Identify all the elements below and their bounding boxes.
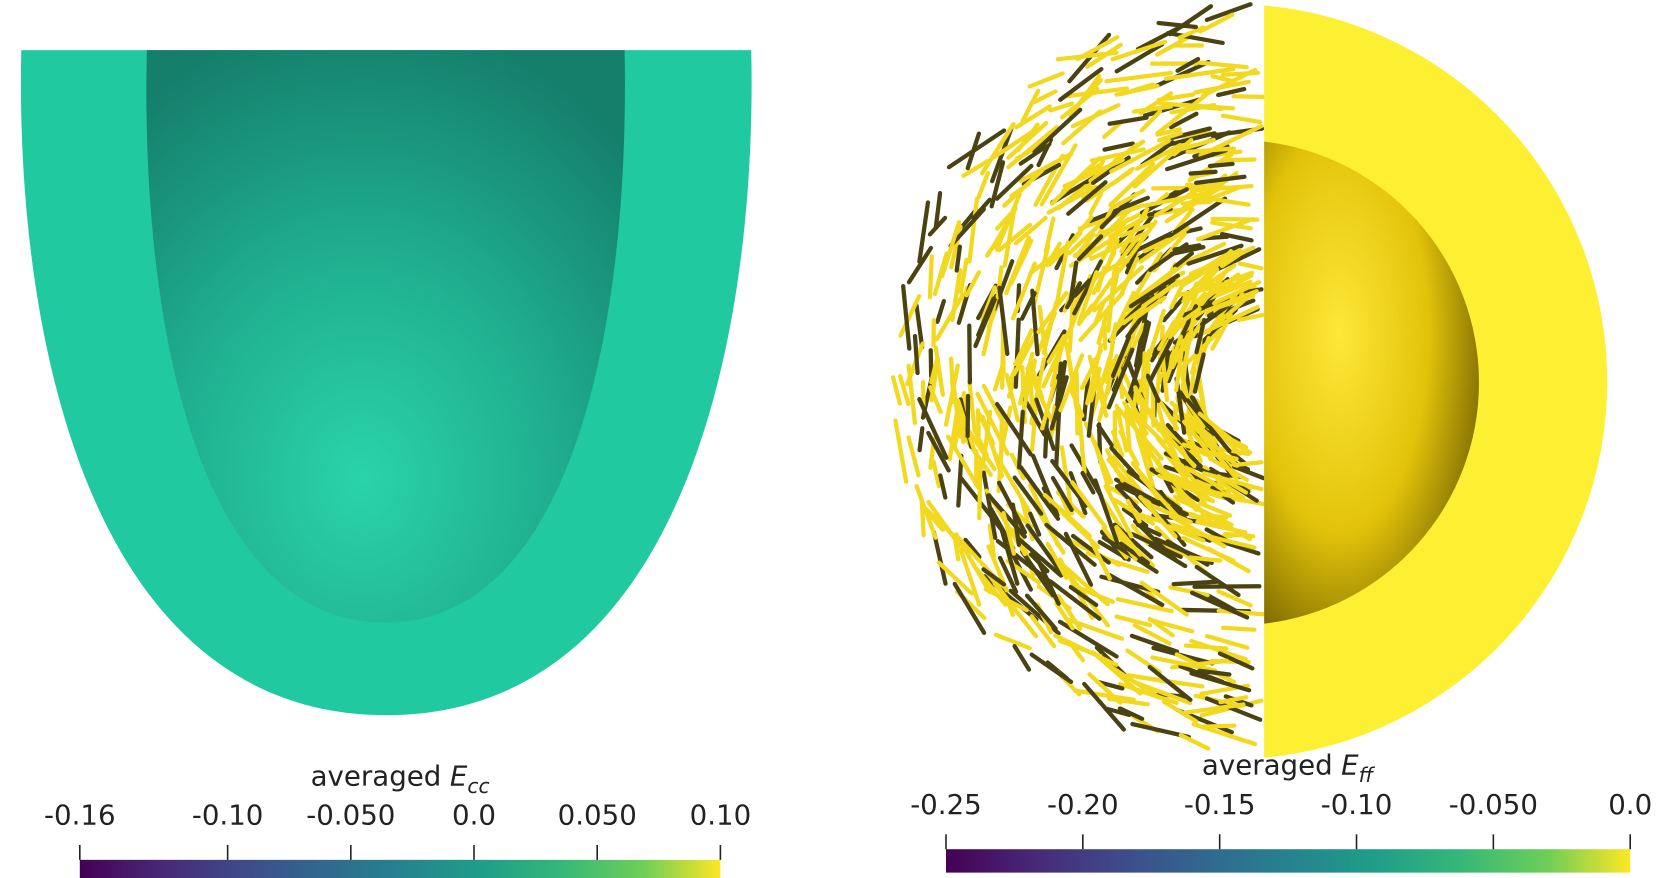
fiber (934, 461, 939, 486)
fiber (1110, 118, 1147, 124)
fiber (1107, 73, 1171, 81)
fiber (1204, 726, 1234, 727)
fiber (1075, 691, 1133, 700)
fiber (1001, 412, 1002, 450)
colorbar-title: averagedEff (1202, 749, 1376, 787)
title-text: averaged (1202, 749, 1333, 782)
tick-label: 0.10 (690, 799, 752, 832)
fibers (893, 4, 1264, 748)
page: averagedEcc-0.16-0.10-0.0500.00.0500.10a… (0, 0, 1660, 878)
fiber (979, 460, 980, 518)
tick-label: 0.050 (558, 799, 637, 832)
fiber (1223, 628, 1254, 630)
fiber (930, 256, 932, 297)
fiber (969, 381, 974, 431)
fiber (937, 301, 943, 322)
fiber (1186, 646, 1226, 649)
tick-label: -0.10 (192, 799, 264, 832)
fiber (928, 502, 961, 548)
fiber (1030, 73, 1063, 86)
fiber (920, 428, 923, 450)
tick-label: -0.050 (1449, 788, 1538, 821)
fiber (978, 173, 987, 198)
fiber (940, 475, 945, 497)
title-symbol: E (1341, 749, 1359, 782)
fiber (1082, 447, 1085, 472)
tick-label: -0.15 (1184, 788, 1256, 821)
fiber (978, 410, 979, 435)
tick-label: -0.25 (910, 788, 982, 821)
fiber (909, 437, 919, 475)
fiber (1240, 264, 1262, 269)
fiber (922, 500, 924, 535)
colorbar (946, 849, 1630, 872)
tick-label: -0.10 (1321, 788, 1393, 821)
fiber (1212, 76, 1233, 81)
fiber (1191, 172, 1216, 174)
fiber (1183, 202, 1211, 204)
title-text: averaged (311, 759, 442, 792)
fiber (893, 377, 900, 403)
fiber (915, 336, 918, 373)
title-subscript: ff (1359, 763, 1376, 787)
colorbar (80, 860, 721, 878)
colorbar-title: averagedEcc (311, 759, 490, 797)
fiber (1168, 33, 1223, 43)
tick-label: 0.0 (1608, 788, 1652, 821)
tick-label: 0.0 (452, 799, 496, 832)
figure: averagedEcc-0.16-0.10-0.0500.00.0500.10a… (0, 0, 1660, 878)
fiber (1015, 646, 1029, 670)
fiber (1233, 96, 1263, 97)
fiber (1032, 655, 1071, 682)
fiber (1027, 596, 1055, 629)
tick-label: -0.050 (306, 799, 395, 832)
fiber (895, 421, 906, 482)
fiber (1104, 321, 1105, 349)
fiber (1174, 582, 1217, 584)
title-subscript: cc (467, 774, 489, 798)
fiber (969, 199, 977, 262)
fiber (1223, 116, 1260, 122)
title-symbol: E (450, 759, 468, 792)
fiber (1210, 164, 1233, 166)
tick-label: -0.16 (44, 799, 116, 832)
fiber (1181, 735, 1208, 749)
fiber (967, 272, 979, 295)
tick-label: -0.20 (1047, 788, 1119, 821)
fiber (1084, 684, 1124, 730)
fiber (1050, 104, 1072, 111)
fiber (1159, 23, 1196, 27)
fiber (1218, 89, 1244, 95)
fiber (1225, 159, 1255, 160)
fiber (1196, 177, 1244, 183)
fiber (969, 326, 970, 383)
